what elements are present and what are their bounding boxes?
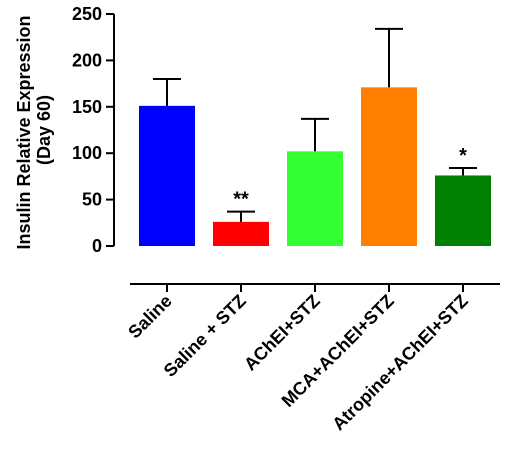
y-ticks: 0 50 100 150 200 250 xyxy=(72,4,114,256)
x-tick-label: Atropine+AChEI+STZ xyxy=(328,291,472,435)
y-tick-label: 200 xyxy=(72,50,102,70)
x-tick-label: Saline xyxy=(124,291,176,343)
y-tick-label: 250 xyxy=(72,4,102,24)
bar xyxy=(139,105,195,246)
bars xyxy=(139,87,491,246)
significance-mark: * xyxy=(459,145,467,167)
y-axis-label-line-1: Insulin Relative Expression xyxy=(14,15,34,249)
error-bars xyxy=(153,27,477,222)
significance-mark: ** xyxy=(233,189,249,211)
y-tick-label: 100 xyxy=(72,143,102,163)
y-tick-label: 150 xyxy=(72,97,102,117)
y-tick-label: 50 xyxy=(82,190,102,210)
bar xyxy=(287,151,343,246)
significance-marks: *** xyxy=(233,145,467,211)
y-tick-label: 0 xyxy=(92,236,102,256)
bar xyxy=(213,221,269,246)
bar xyxy=(435,175,491,246)
y-axis-label-line-2: (Day 60) xyxy=(34,95,54,165)
bar xyxy=(361,87,417,246)
y-axis-label: Insulin Relative Expression (Day 60) xyxy=(14,10,54,249)
